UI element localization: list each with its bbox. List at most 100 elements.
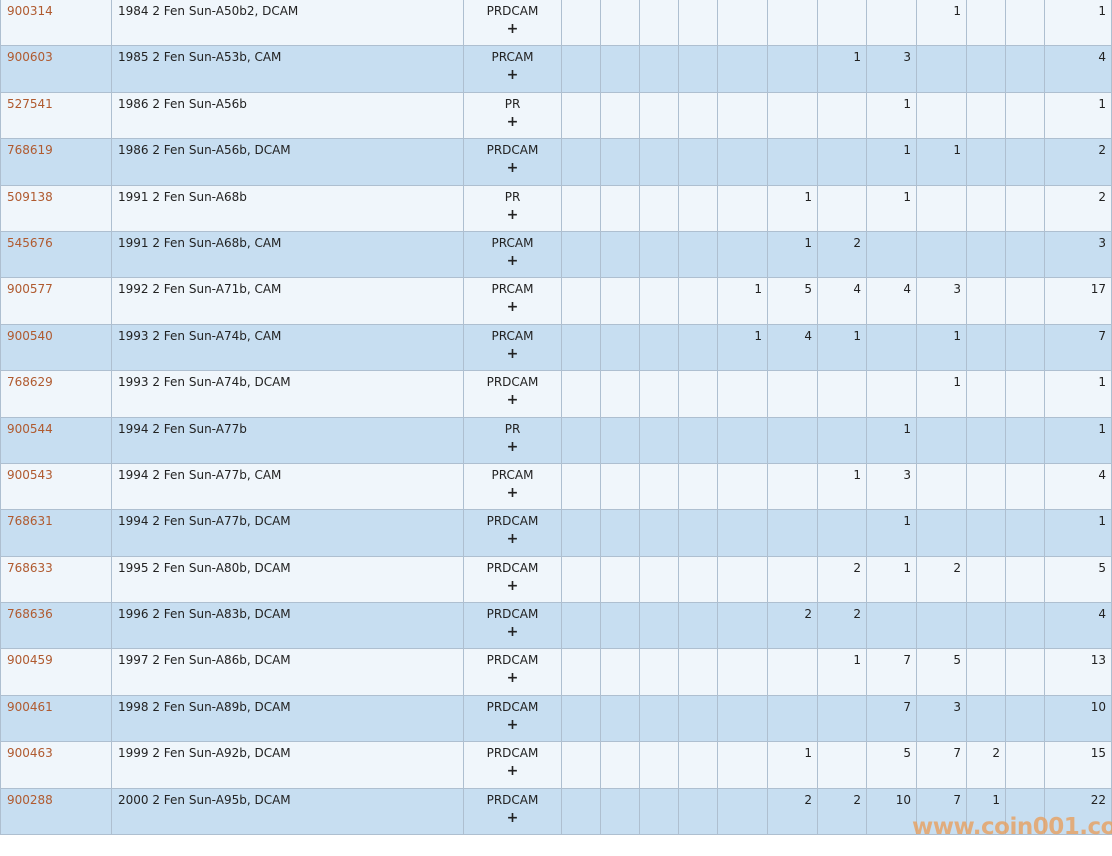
coin-id-link[interactable]: 768633 <box>7 560 53 575</box>
coin-id-link[interactable]: 900543 <box>7 467 53 482</box>
grade-count-cell <box>717 416 768 464</box>
expand-plus-icon[interactable]: + <box>506 809 519 826</box>
grade-count-cell <box>639 416 679 464</box>
grade-count-cell <box>1005 787 1045 836</box>
type-cell: PRCAM + <box>463 462 562 511</box>
grade-count-cell <box>561 462 601 511</box>
grade-count-cell <box>678 602 718 650</box>
coin-id-link[interactable]: 509138 <box>7 189 53 204</box>
coin-id-link[interactable]: 900459 <box>7 653 53 668</box>
coin-id-link[interactable]: 768619 <box>7 143 53 158</box>
grade-count-cell <box>561 277 601 325</box>
table-row: 900461 1998 2 Fen Sun-A89b, DCAM PRDCAM +7 3… <box>0 694 1112 743</box>
expand-plus-icon[interactable]: + <box>506 21 519 37</box>
total-cell: 1 <box>1044 509 1112 557</box>
type-cell: PR + <box>463 184 562 232</box>
coin-id-link[interactable]: 545676 <box>7 235 53 250</box>
grade-count-cell: 7 <box>866 648 917 696</box>
expand-plus-icon[interactable]: + <box>506 716 519 733</box>
expand-plus-icon[interactable]: + <box>506 438 519 455</box>
grade-count-cell <box>1005 370 1045 418</box>
grade-count-cell: 2 <box>916 555 967 604</box>
coin-id-link[interactable]: 768629 <box>7 375 53 390</box>
grade-count-cell <box>600 694 640 743</box>
grade-count-cell <box>678 509 718 557</box>
coin-id-link[interactable]: 900544 <box>7 421 53 436</box>
grade-count-cell <box>817 370 867 418</box>
description-cell: 1994 2 Fen Sun-A77b, CAM <box>111 462 464 511</box>
grade-count-cell <box>639 694 679 743</box>
description-cell: 1993 2 Fen Sun-A74b, DCAM <box>111 370 464 418</box>
grade-count-cell <box>817 184 867 232</box>
expand-plus-icon[interactable]: + <box>506 113 519 130</box>
grade-count-cell <box>966 602 1006 650</box>
grade-count-cell: 2 <box>767 787 818 836</box>
grade-count-cell <box>678 138 718 186</box>
grade-count-cell <box>678 91 718 140</box>
expand-plus-icon[interactable]: + <box>506 345 519 362</box>
coin-id-link[interactable]: 900314 <box>7 4 53 18</box>
grade-count-cell <box>561 370 601 418</box>
grade-count-cell <box>1005 184 1045 232</box>
grade-count-cell <box>678 694 718 743</box>
type-label: PR <box>504 96 521 111</box>
description-cell: 1997 2 Fen Sun-A86b, DCAM <box>111 648 464 696</box>
type-cell: PRDCAM + <box>463 602 562 650</box>
grade-count-cell <box>600 555 640 604</box>
description-cell: 1993 2 Fen Sun-A74b, CAM <box>111 323 464 372</box>
expand-plus-icon[interactable]: + <box>506 206 519 223</box>
table-row: 900544 1994 2 Fen Sun-A77b PR +1 1 <box>0 416 1112 464</box>
type-cell: PRDCAM + <box>463 0 562 47</box>
expand-plus-icon[interactable]: + <box>506 577 519 594</box>
coin-id-link[interactable]: 768636 <box>7 607 53 622</box>
grade-count-cell: 1 <box>916 0 967 47</box>
grade-count-cell: 1 <box>966 787 1006 836</box>
grade-count-cell <box>916 91 967 140</box>
grade-count-cell <box>866 0 917 47</box>
expand-plus-icon[interactable]: + <box>506 484 519 501</box>
expand-plus-icon[interactable]: + <box>506 67 519 84</box>
coin-id-link[interactable]: 900461 <box>7 699 53 714</box>
grade-count-cell <box>639 462 679 511</box>
total-cell: 2 <box>1044 138 1112 186</box>
expand-plus-icon[interactable]: + <box>506 299 519 316</box>
coin-id-link[interactable]: 768631 <box>7 514 53 529</box>
grade-count-cell: 1 <box>817 323 867 372</box>
grade-count-cell <box>767 45 818 93</box>
grade-count-cell: 3 <box>866 462 917 511</box>
grade-count-cell <box>561 787 601 836</box>
description-cell: 1994 2 Fen Sun-A77b <box>111 416 464 464</box>
description-cell: 1998 2 Fen Sun-A89b, DCAM <box>111 694 464 743</box>
grade-count-cell <box>639 45 679 93</box>
expand-plus-icon[interactable]: + <box>506 392 519 409</box>
expand-plus-icon[interactable]: + <box>506 531 519 548</box>
grade-count-cell <box>639 323 679 372</box>
description-cell: 1992 2 Fen Sun-A71b, CAM <box>111 277 464 325</box>
expand-plus-icon[interactable]: + <box>506 763 519 780</box>
coin-id-link[interactable]: 900577 <box>7 282 53 297</box>
grade-count-cell <box>561 91 601 140</box>
coin-id-link[interactable]: 900603 <box>7 50 53 65</box>
grade-count-cell: 1 <box>767 230 818 279</box>
grade-count-cell <box>966 323 1006 372</box>
grade-count-cell <box>966 230 1006 279</box>
grade-count-cell <box>916 416 967 464</box>
expand-plus-icon[interactable]: + <box>506 252 519 269</box>
coin-id-link[interactable]: 527541 <box>7 96 53 111</box>
grade-count-cell <box>1005 509 1045 557</box>
type-cell: PRDCAM + <box>463 370 562 418</box>
table-row: 768631 1994 2 Fen Sun-A77b, DCAM PRDCAM +1 1 <box>0 509 1112 557</box>
coin-id-cell: 900459 <box>0 648 112 696</box>
coin-id-cell: 527541 <box>0 91 112 140</box>
expand-plus-icon[interactable]: + <box>506 160 519 177</box>
grade-count-cell <box>678 787 718 836</box>
expand-plus-icon[interactable]: + <box>506 670 519 687</box>
grade-count-cell <box>600 138 640 186</box>
type-label: PRDCAM <box>486 514 539 529</box>
grade-count-cell <box>600 416 640 464</box>
coin-id-link[interactable]: 900463 <box>7 746 53 761</box>
total-cell: 15 <box>1044 741 1112 789</box>
coin-id-link[interactable]: 900540 <box>7 328 53 343</box>
coin-id-link[interactable]: 900288 <box>7 792 53 807</box>
expand-plus-icon[interactable]: + <box>506 624 519 641</box>
